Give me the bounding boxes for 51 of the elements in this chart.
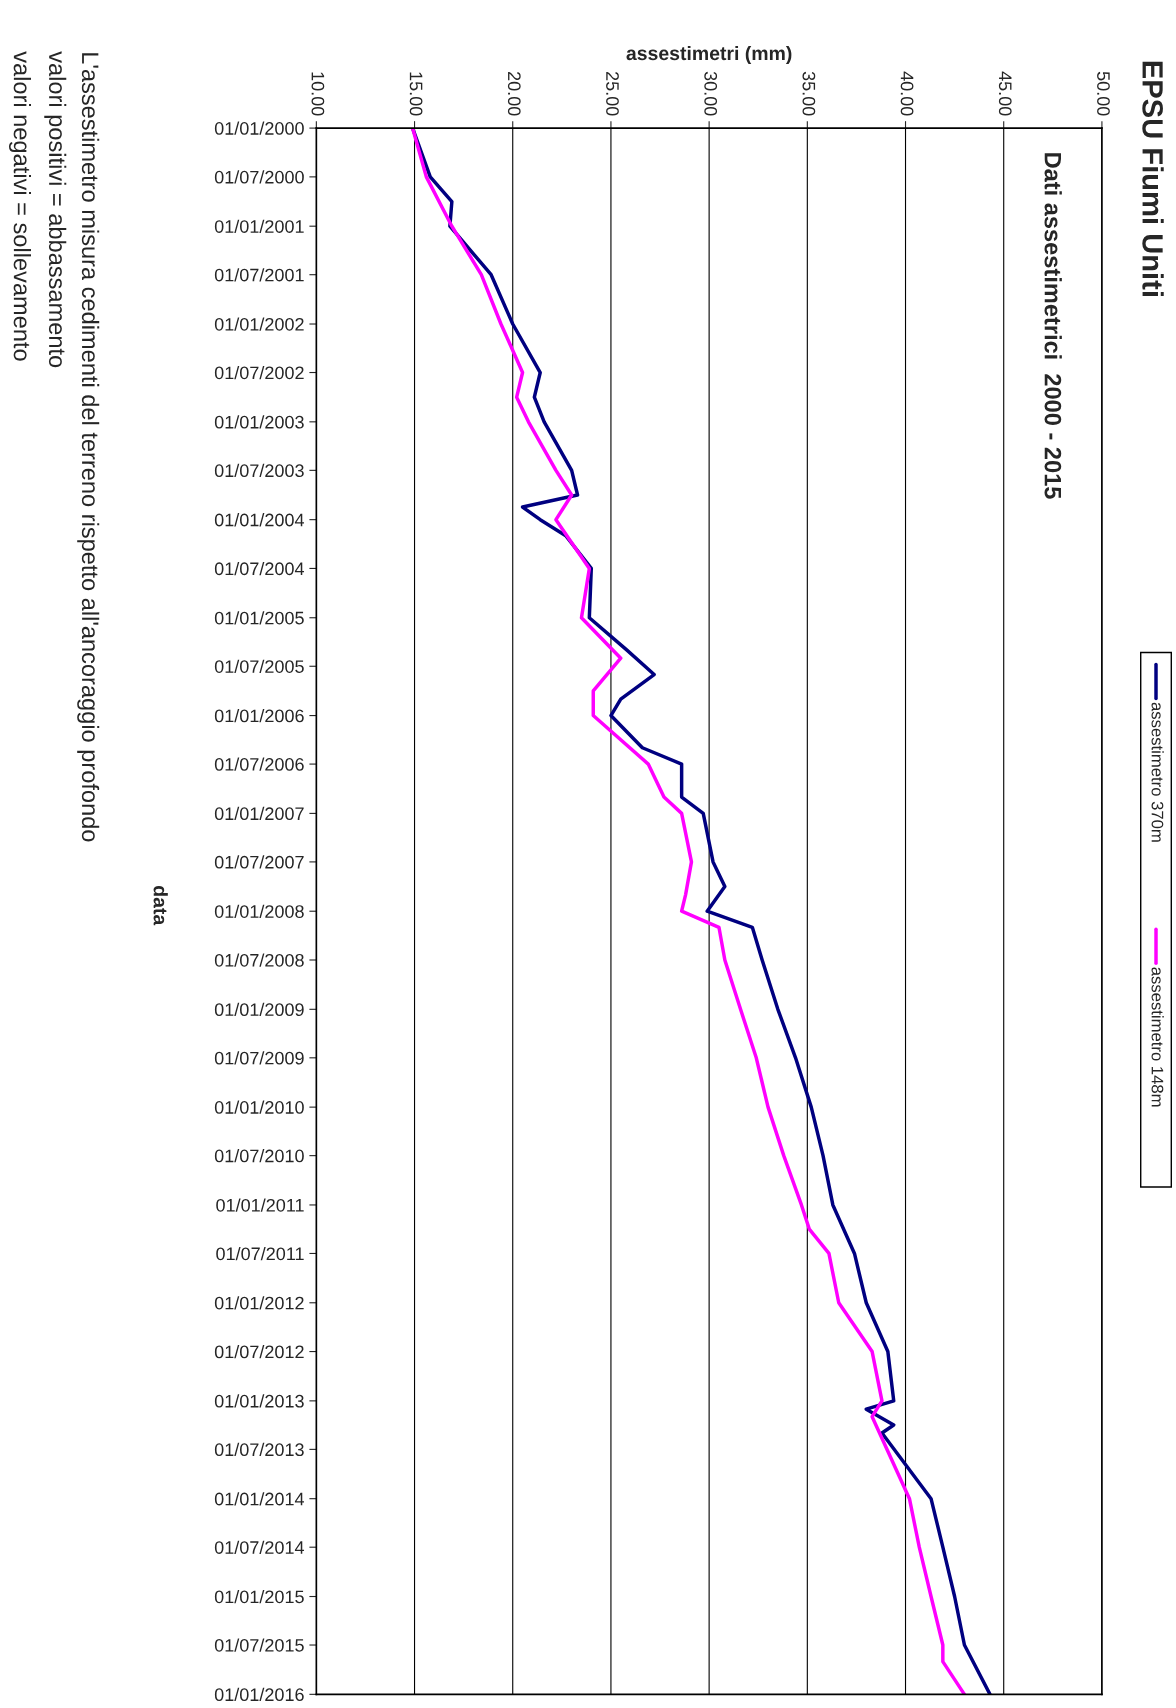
x-tick-label: 15.00 — [409, 72, 423, 116]
legend-label: assestimetro 148m — [1151, 967, 1164, 1107]
x-tick-label: 50.00 — [1097, 71, 1110, 116]
y-tick-label: 01/01/2010 — [214, 1100, 304, 1114]
y-tick-label: 01/07/2014 — [214, 1540, 305, 1554]
y-tick-label: 01/07/2010 — [214, 1149, 304, 1163]
x-axis-title: assestimetri (mm) — [626, 45, 792, 65]
y-tick-label: 01/01/2012 — [214, 1296, 304, 1310]
y-tick-label: 01/01/2007 — [214, 806, 304, 821]
x-tick-label: 40.00 — [900, 71, 914, 116]
text: Dati assestimetrici 2000 - 2015 — [1044, 153, 1062, 499]
y-tick-label: 01/07/2003 — [214, 463, 304, 478]
x-tick-label: 35.00 — [802, 71, 816, 116]
x-tick-label: 45.00 — [998, 71, 1012, 116]
y-tick-label: 01/07/2011 — [216, 1246, 304, 1261]
y-tick-label: 01/07/2001 — [214, 268, 304, 282]
text: EPSU Fiumi Uniti — [1142, 61, 1164, 296]
y-tick-label: 01/07/2007 — [214, 855, 304, 869]
y-tick-label: 01/07/2002 — [214, 365, 304, 380]
y-tick-label: 01/01/2005 — [214, 611, 304, 625]
y-tick-label: 01/07/2000 — [214, 170, 304, 184]
x-tick-label: 20.00 — [507, 72, 521, 116]
y-tick-label: 01/07/2008 — [214, 953, 304, 967]
x-tick-label: 30.00 — [704, 71, 718, 116]
y-tick-label: 01/07/2004 — [214, 561, 305, 576]
y-tick-label: 01/01/2001 — [214, 219, 304, 233]
y-tick-label: 01/01/2016 — [214, 1687, 304, 1702]
text: valori positivi = abbassamento — [44, 51, 67, 368]
y-tick-label: 01/07/2015 — [214, 1638, 304, 1652]
y-tick-label: 01/01/2000 — [214, 121, 304, 135]
text: L'assestimetro misura cedimenti del terreno rispetto all'ancoraggio profondo — [77, 53, 100, 842]
y-tick-label: 01/07/2005 — [214, 659, 304, 673]
y-tick-label: 01/01/2004 — [214, 513, 305, 527]
y-tick-label: 01/01/2014 — [214, 1492, 305, 1506]
y-tick-label: 01/01/2013 — [214, 1394, 304, 1408]
y-tick-label: 01/01/2002 — [214, 317, 304, 331]
y-tick-label: 01/07/2006 — [214, 757, 304, 771]
y-tick-label: 01/01/2011 — [216, 1198, 304, 1212]
y-tick-label: 01/01/2008 — [214, 904, 304, 918]
legend-label: assestimetro 370m — [1151, 702, 1164, 842]
text: valori negativi = sollevamento — [8, 51, 31, 361]
y-tick-label: 01/01/2015 — [214, 1589, 304, 1604]
y-tick-label: 01/01/2006 — [214, 709, 304, 723]
y-tick-label: 01/07/2009 — [214, 1051, 304, 1065]
y-tick-label: 01/01/2003 — [214, 415, 304, 429]
x-tick-label: 25.00 — [606, 72, 619, 116]
y-tick-label: 01/07/2012 — [214, 1345, 304, 1359]
x-tick-label: 10.00 — [311, 72, 325, 116]
y-tick-label: 01/07/2013 — [214, 1442, 304, 1457]
y-tick-label: 01/01/2009 — [214, 1002, 304, 1017]
y-axis-title: data — [153, 886, 168, 926]
